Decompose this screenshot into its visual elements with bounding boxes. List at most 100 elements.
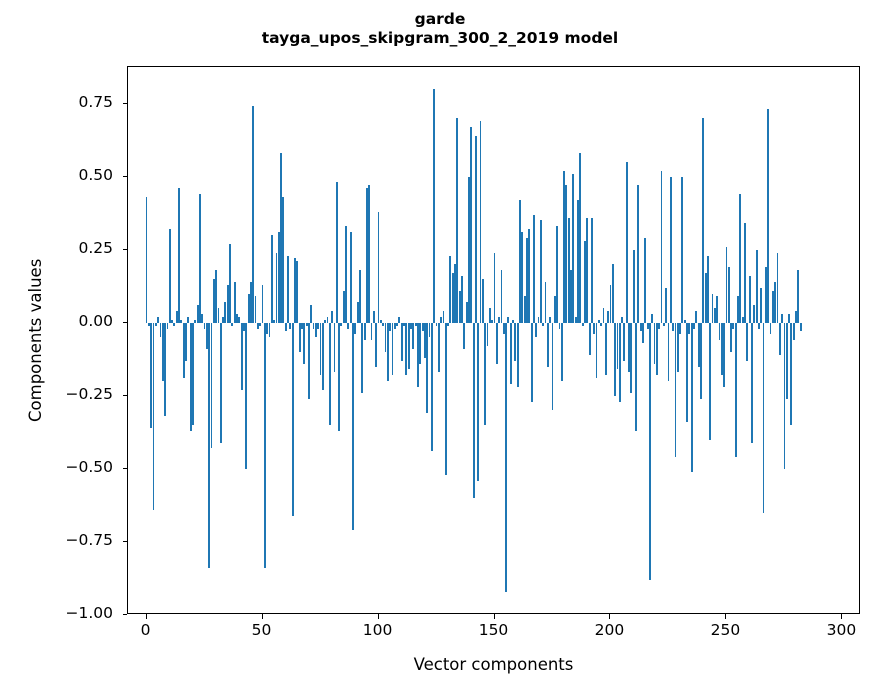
x-tick-mark — [261, 614, 263, 619]
bar — [203, 322, 206, 329]
bar — [713, 308, 716, 323]
plot-axes — [127, 66, 860, 614]
bar — [298, 322, 301, 352]
bar — [632, 249, 635, 323]
bar — [294, 258, 296, 323]
bar — [326, 316, 329, 323]
bar — [370, 322, 373, 341]
bar — [776, 252, 779, 323]
bar — [150, 322, 153, 428]
bar — [417, 322, 419, 388]
bar — [509, 322, 512, 385]
bar — [145, 197, 148, 323]
bar — [688, 322, 691, 335]
bar — [616, 322, 619, 370]
y-tick-mark — [122, 248, 127, 250]
bar — [419, 322, 422, 364]
bar — [570, 270, 572, 323]
bar — [277, 232, 280, 323]
bar — [349, 232, 352, 323]
bar — [208, 322, 211, 569]
x-tick-label: 300 — [826, 621, 857, 639]
bar — [414, 322, 417, 326]
bar — [319, 322, 322, 376]
bar — [368, 185, 371, 323]
bar — [403, 322, 405, 326]
bar — [168, 229, 171, 323]
bar — [686, 322, 688, 423]
bar — [644, 237, 647, 323]
bar — [537, 316, 540, 323]
bar — [261, 284, 264, 323]
bar — [308, 322, 310, 399]
bar — [669, 176, 672, 323]
bar — [233, 281, 236, 323]
bar — [405, 322, 408, 376]
bar — [567, 217, 570, 323]
bar — [296, 261, 299, 323]
x-tick-mark — [841, 614, 843, 619]
bar — [764, 267, 767, 323]
bar — [526, 237, 528, 323]
bar — [282, 197, 285, 323]
bar — [428, 322, 431, 338]
bar — [565, 185, 568, 323]
bar — [725, 246, 728, 323]
x-tick-label: 200 — [594, 621, 625, 639]
bar — [493, 252, 496, 323]
bar — [166, 322, 169, 329]
bar — [412, 322, 415, 350]
bar — [275, 252, 278, 323]
bar — [709, 322, 712, 440]
y-axis-label: Components values — [26, 258, 45, 422]
bar — [484, 322, 487, 425]
bar — [161, 322, 164, 382]
bar — [386, 322, 389, 382]
bar — [514, 322, 517, 361]
bar — [778, 322, 781, 355]
bar — [491, 319, 494, 323]
bar — [481, 278, 484, 323]
bar — [196, 305, 199, 323]
bar — [646, 322, 649, 329]
bar — [788, 313, 790, 323]
bar — [672, 322, 675, 332]
bar — [523, 296, 526, 323]
bar — [465, 302, 468, 323]
bar — [581, 322, 584, 326]
bar — [628, 322, 630, 373]
bar — [507, 316, 510, 323]
y-tick-mark — [122, 540, 127, 542]
x-axis-label: Vector components — [413, 655, 574, 674]
bar — [240, 322, 243, 390]
bar — [375, 322, 378, 367]
bar — [194, 319, 197, 323]
bar — [563, 170, 565, 323]
bar — [771, 290, 774, 323]
bar — [637, 185, 640, 323]
bar — [222, 316, 225, 323]
bar — [379, 319, 382, 323]
bar — [363, 322, 366, 341]
bar — [512, 319, 514, 323]
y-tick-mark — [122, 614, 127, 615]
bar — [727, 267, 730, 323]
y-tick-mark — [122, 102, 127, 104]
bar — [333, 322, 336, 373]
bar — [674, 322, 677, 458]
bar — [301, 322, 303, 329]
bar — [173, 322, 176, 326]
bar — [658, 322, 661, 329]
bar — [321, 322, 324, 390]
bar — [593, 322, 596, 335]
bar — [187, 316, 190, 323]
bar — [175, 311, 178, 323]
bar — [795, 311, 797, 323]
bar — [356, 302, 359, 323]
bar — [273, 319, 276, 323]
bar — [210, 322, 213, 449]
bar — [753, 305, 756, 323]
bar — [352, 322, 354, 531]
bar — [597, 319, 600, 323]
